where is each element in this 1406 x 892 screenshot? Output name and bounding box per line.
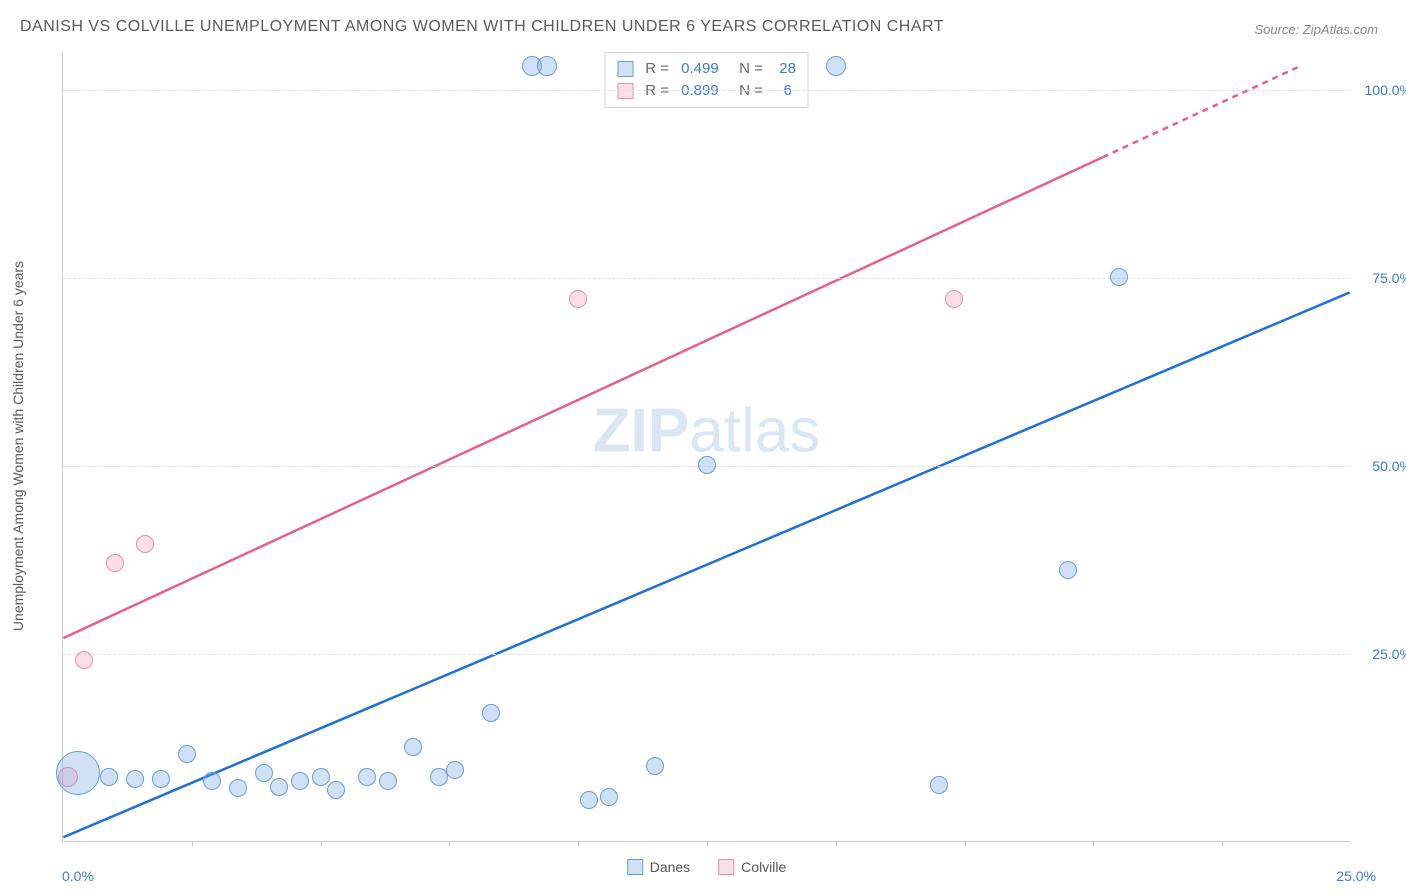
danes-point bbox=[56, 751, 100, 795]
x-tick bbox=[836, 841, 837, 847]
legend-label: Colville bbox=[741, 859, 786, 875]
trend-line bbox=[63, 157, 1102, 638]
danes-point bbox=[1110, 268, 1128, 286]
series-legend: Danes Colville bbox=[627, 859, 787, 875]
grid-line bbox=[63, 654, 1350, 655]
colville-point bbox=[945, 290, 963, 308]
y-tick-label: 75.0% bbox=[1357, 270, 1406, 286]
danes-point bbox=[126, 770, 144, 788]
x-tick bbox=[449, 841, 450, 847]
y-tick-label: 25.0% bbox=[1357, 646, 1406, 662]
danes-point bbox=[203, 772, 221, 790]
y-tick-label: 100.0% bbox=[1357, 82, 1406, 98]
x-tick bbox=[707, 841, 708, 847]
x-tick bbox=[321, 841, 322, 847]
trend-line bbox=[63, 292, 1349, 837]
n-value: 28 bbox=[775, 58, 796, 80]
x-tick bbox=[1222, 841, 1223, 847]
danes-point bbox=[358, 768, 376, 786]
x-tick bbox=[192, 841, 193, 847]
danes-point bbox=[270, 778, 288, 796]
grid-line bbox=[63, 90, 1350, 91]
n-label: N = bbox=[727, 58, 767, 80]
danes-point bbox=[152, 770, 170, 788]
colville-legend-swatch-icon bbox=[718, 859, 734, 875]
colville-point bbox=[75, 651, 93, 669]
r-value: 0.499 bbox=[681, 58, 719, 80]
grid-line bbox=[63, 278, 1350, 279]
danes-point bbox=[600, 788, 618, 806]
source-attribution: Source: ZipAtlas.com bbox=[1254, 22, 1378, 37]
danes-point bbox=[327, 781, 345, 799]
danes-point bbox=[580, 791, 598, 809]
stats-row-danes: R = 0.499 N = 28 bbox=[617, 58, 796, 80]
trend-lines-layer bbox=[63, 52, 1350, 841]
danes-point bbox=[446, 761, 464, 779]
r-label: R = bbox=[641, 58, 673, 80]
legend-label: Danes bbox=[650, 859, 690, 875]
stats-row-colville: R = 0.899 N = 6 bbox=[617, 80, 796, 102]
y-tick-label: 50.0% bbox=[1357, 458, 1406, 474]
x-axis-max-label: 25.0% bbox=[1336, 868, 1376, 884]
danes-point bbox=[379, 772, 397, 790]
danes-point bbox=[482, 704, 500, 722]
r-label: R = bbox=[641, 80, 673, 102]
chart-plot-area: ZIPatlas R = 0.499 N = 28 R = 0.899 N = … bbox=[62, 52, 1350, 842]
danes-point bbox=[930, 776, 948, 794]
danes-point bbox=[646, 757, 664, 775]
stats-legend-box: R = 0.499 N = 28 R = 0.899 N = 6 bbox=[604, 52, 809, 108]
x-tick bbox=[965, 841, 966, 847]
legend-item-danes: Danes bbox=[627, 859, 690, 875]
danes-point bbox=[1059, 561, 1077, 579]
danes-point bbox=[537, 56, 557, 76]
legend-item-colville: Colville bbox=[718, 859, 786, 875]
n-label: N = bbox=[727, 80, 767, 102]
r-value: 0.899 bbox=[681, 80, 719, 102]
danes-point bbox=[312, 768, 330, 786]
danes-point bbox=[178, 745, 196, 763]
danes-point bbox=[291, 772, 309, 790]
colville-point bbox=[136, 535, 154, 553]
chart-title: DANISH VS COLVILLE UNEMPLOYMENT AMONG WO… bbox=[20, 18, 944, 36]
x-tick bbox=[578, 841, 579, 847]
danes-point bbox=[255, 764, 273, 782]
colville-point bbox=[569, 290, 587, 308]
n-value: 6 bbox=[775, 80, 792, 102]
y-axis-title: Unemployment Among Women with Children U… bbox=[10, 261, 26, 631]
danes-point bbox=[404, 738, 422, 756]
x-axis-min-label: 0.0% bbox=[62, 868, 94, 884]
danes-point bbox=[698, 456, 716, 474]
danes-point bbox=[100, 768, 118, 786]
trend-line bbox=[1103, 67, 1299, 157]
x-tick bbox=[1093, 841, 1094, 847]
colville-point bbox=[106, 554, 124, 572]
colville-swatch-icon bbox=[617, 83, 633, 99]
danes-point bbox=[826, 56, 846, 76]
danes-point bbox=[229, 779, 247, 797]
danes-swatch-icon bbox=[617, 61, 633, 77]
danes-legend-swatch-icon bbox=[627, 859, 643, 875]
